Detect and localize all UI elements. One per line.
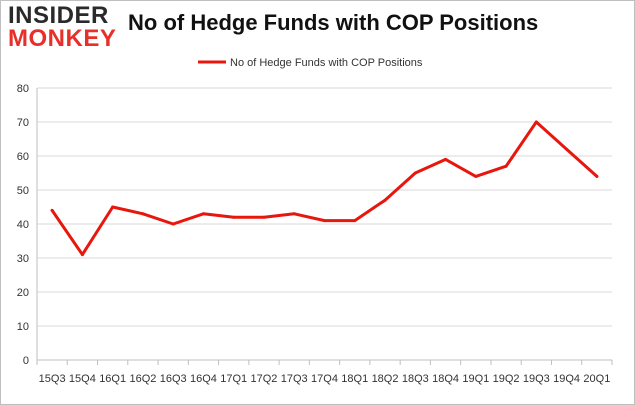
data-point	[80, 253, 84, 257]
x-tick-label: 16Q3	[160, 373, 187, 385]
x-tick-label: 19Q1	[462, 373, 489, 385]
x-tick-label: 16Q2	[129, 373, 156, 385]
data-point	[201, 212, 205, 216]
x-tick-label: 16Q4	[190, 373, 217, 385]
legend-label: No of Hedge Funds with COP Positions	[230, 57, 423, 69]
data-point	[504, 164, 508, 168]
y-tick-label: 80	[17, 83, 29, 95]
chart-title: No of Hedge Funds with COP Positions	[128, 10, 539, 35]
x-tick-label: 15Q3	[39, 373, 66, 385]
x-tick-label: 19Q2	[493, 373, 520, 385]
x-tick-label: 17Q1	[220, 373, 247, 385]
data-point	[474, 174, 478, 178]
x-tick-label: 17Q3	[281, 373, 308, 385]
data-point	[262, 215, 266, 219]
data-point	[565, 147, 569, 151]
logo-monkey: MONKEY	[8, 25, 117, 52]
x-tick-label: 16Q1	[99, 373, 126, 385]
x-tick-label: 20Q1	[583, 373, 610, 385]
data-point	[353, 219, 357, 223]
x-tick-label: 18Q3	[402, 373, 429, 385]
y-tick-label: 20	[17, 287, 29, 299]
x-tick-label: 19Q4	[553, 373, 580, 385]
x-tick-label: 18Q1	[341, 373, 368, 385]
x-tick-label: 15Q4	[69, 373, 96, 385]
y-tick-label: 50	[17, 185, 29, 197]
series-line	[50, 120, 599, 257]
y-tick-label: 70	[17, 117, 29, 129]
data-point	[171, 222, 175, 226]
data-point	[232, 215, 236, 219]
data-point	[323, 219, 326, 223]
y-tick-label: 0	[23, 355, 29, 367]
data-point	[595, 174, 599, 178]
x-tick-label: 19Q3	[523, 373, 550, 385]
y-tick-label: 30	[17, 253, 29, 265]
legend: No of Hedge Funds with COP Positions	[198, 57, 423, 69]
y-tick-label: 40	[17, 219, 29, 231]
data-point	[444, 157, 448, 161]
y-tick-labels: 0 10 20 30 40 50 60 70 80	[17, 83, 29, 367]
logo-insider: INSIDER	[8, 2, 109, 29]
data-point	[141, 212, 145, 216]
x-tick-label: 17Q4	[311, 373, 338, 385]
data-point	[534, 120, 538, 124]
data-point	[383, 198, 387, 202]
x-tick-labels: 15Q3 15Q4 16Q1 16Q2 16Q3 16Q4 17Q1 17Q2 17Q3 17Q4…	[39, 373, 611, 385]
x-tick-label: 18Q4	[432, 373, 459, 385]
data-point	[413, 171, 417, 175]
data-point	[111, 205, 115, 209]
data-point	[50, 208, 54, 212]
y-tick-label: 10	[17, 321, 29, 333]
grid-lines	[37, 87, 612, 327]
y-tick-label: 60	[17, 151, 29, 163]
x-tick-label: 18Q2	[372, 373, 399, 385]
x-tick-label: 17Q2	[251, 373, 278, 385]
data-point	[292, 212, 296, 216]
series-lines	[50, 120, 599, 257]
axes	[36, 88, 613, 365]
